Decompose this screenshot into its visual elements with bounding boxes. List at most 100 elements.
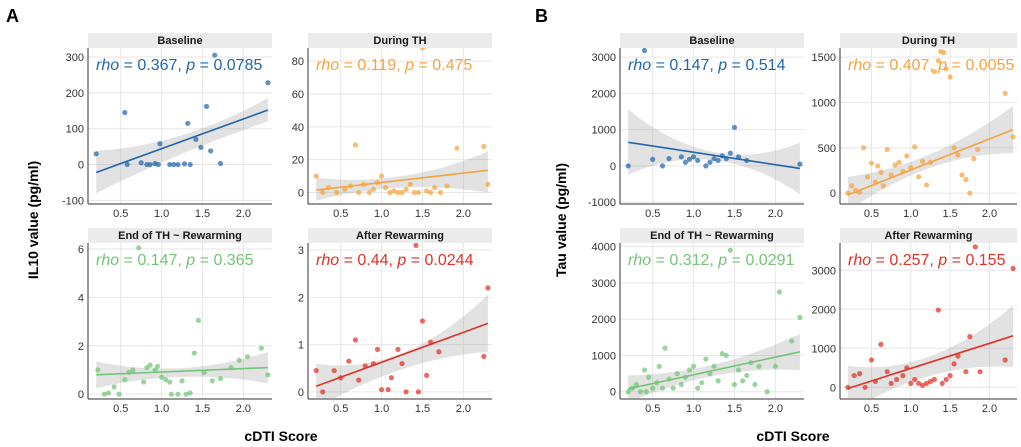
data-point	[181, 161, 188, 167]
facet-title: End of TH ~ Rewarming	[118, 230, 242, 242]
facet-strip	[88, 228, 272, 243]
data-point	[419, 48, 426, 51]
data-point	[923, 380, 930, 386]
data-point	[756, 363, 762, 369]
data-point	[878, 341, 884, 347]
x-tick-label: 1.0	[686, 208, 701, 220]
y-tick-label: 6	[78, 244, 84, 256]
data-point	[625, 389, 631, 395]
y-tick-label: 0	[830, 188, 836, 200]
data-point	[752, 381, 758, 388]
y-tick-label: 1000	[812, 97, 836, 109]
data-point	[955, 353, 961, 359]
data-point	[388, 375, 395, 381]
data-point	[195, 317, 201, 323]
facet-strip	[840, 33, 1017, 48]
data-point	[334, 189, 340, 196]
rho-value: = 0.407,	[871, 57, 938, 74]
x-tick-label: 1.5	[727, 208, 742, 220]
data-point	[209, 378, 215, 384]
data-point	[1010, 265, 1016, 271]
data-point	[217, 160, 224, 167]
correlation-annotation: rho = 0.44, p = 0.0244	[316, 252, 474, 269]
data-point	[947, 373, 953, 379]
data-point	[415, 389, 421, 395]
data-point	[851, 373, 857, 379]
data-point	[955, 152, 961, 158]
data-point	[203, 103, 210, 110]
facet-title: During TH	[902, 35, 955, 47]
y-axis-label-a: IL10 value (pg/ml)	[25, 161, 41, 279]
data-point	[857, 371, 863, 377]
data-point	[682, 159, 689, 165]
correlation-annotation: rho = 0.407, p = 0.0055	[848, 57, 1014, 74]
data-point	[861, 145, 867, 151]
x-tick-label: 2.0	[982, 403, 997, 415]
rho-symbol: rho	[316, 252, 339, 269]
data-point	[265, 80, 271, 86]
data-point	[884, 146, 890, 153]
data-point	[313, 368, 319, 374]
data-point	[711, 363, 717, 369]
data-point	[379, 386, 385, 393]
y-axis-label-b: Tau value (pg/ml)	[553, 163, 569, 277]
data-point	[931, 68, 938, 75]
data-point	[454, 145, 460, 151]
data-point	[678, 381, 684, 388]
data-point	[892, 162, 898, 168]
data-point	[437, 189, 444, 196]
y-tick-label: 0	[298, 387, 304, 399]
y-tick-label: 4	[78, 292, 84, 304]
x-tick-label: 1.5	[942, 208, 957, 220]
data-point	[481, 143, 487, 150]
data-point	[183, 391, 189, 397]
data-point	[695, 385, 701, 391]
y-tick-label: 1000	[592, 350, 616, 362]
p-symbol: p	[937, 57, 947, 74]
data-point	[436, 349, 442, 355]
x-tick-label: 1.5	[727, 403, 742, 415]
data-point	[432, 184, 438, 191]
p-symbol: p	[396, 252, 406, 269]
data-point	[650, 385, 656, 391]
facet-title: During TH	[373, 35, 426, 47]
data-point	[407, 181, 413, 187]
data-point	[941, 49, 947, 56]
data-point	[179, 378, 185, 384]
data-point	[699, 380, 705, 386]
data-point	[927, 378, 934, 385]
y-tick-label: 2	[78, 341, 84, 353]
data-point	[258, 345, 264, 351]
rho-symbol: rho	[96, 57, 119, 74]
confidence-band	[628, 109, 800, 195]
data-point	[656, 363, 662, 369]
data-point	[105, 390, 112, 396]
data-point	[920, 382, 926, 388]
data-point	[744, 372, 750, 379]
x-tick-label: 1.0	[374, 403, 389, 415]
p-value: = 0.0785	[195, 57, 262, 74]
facet-a-3: End of TH ~ Rewarming 0.5 1.0 1.5 2.0 0 2 4 6 rho…	[78, 228, 272, 415]
data-point	[167, 379, 173, 385]
y-tick-label: -1000	[588, 197, 616, 209]
data-point	[943, 66, 949, 72]
x-tick-label: 1.5	[195, 208, 210, 220]
data-point	[485, 181, 491, 187]
x-tick-label: 1.0	[154, 403, 169, 415]
data-point	[485, 285, 491, 291]
facet-b-3: End of TH ~ Rewarming 0.5 1.0 1.5 2.0 0 1000 20…	[592, 228, 804, 415]
y-tick-label: 1000	[812, 343, 836, 355]
data-point	[650, 156, 656, 162]
correlation-annotation: rho = 0.147, p = 0.514	[628, 57, 786, 74]
data-point	[789, 338, 795, 344]
p-value: = 0.475	[414, 57, 472, 74]
facet-a-4: After Rewarming 0.5 1.0 1.5 2.0 0 1 2 3 rho = 0.4…	[298, 228, 492, 415]
data-point	[797, 314, 803, 320]
rho-value: = 0.119,	[339, 57, 405, 74]
x-tick-label: 1.5	[195, 403, 210, 415]
data-point	[122, 109, 128, 116]
data-point	[641, 48, 648, 54]
data-point	[157, 141, 163, 147]
x-tick-label: 0.5	[333, 403, 348, 415]
data-point	[727, 247, 734, 253]
